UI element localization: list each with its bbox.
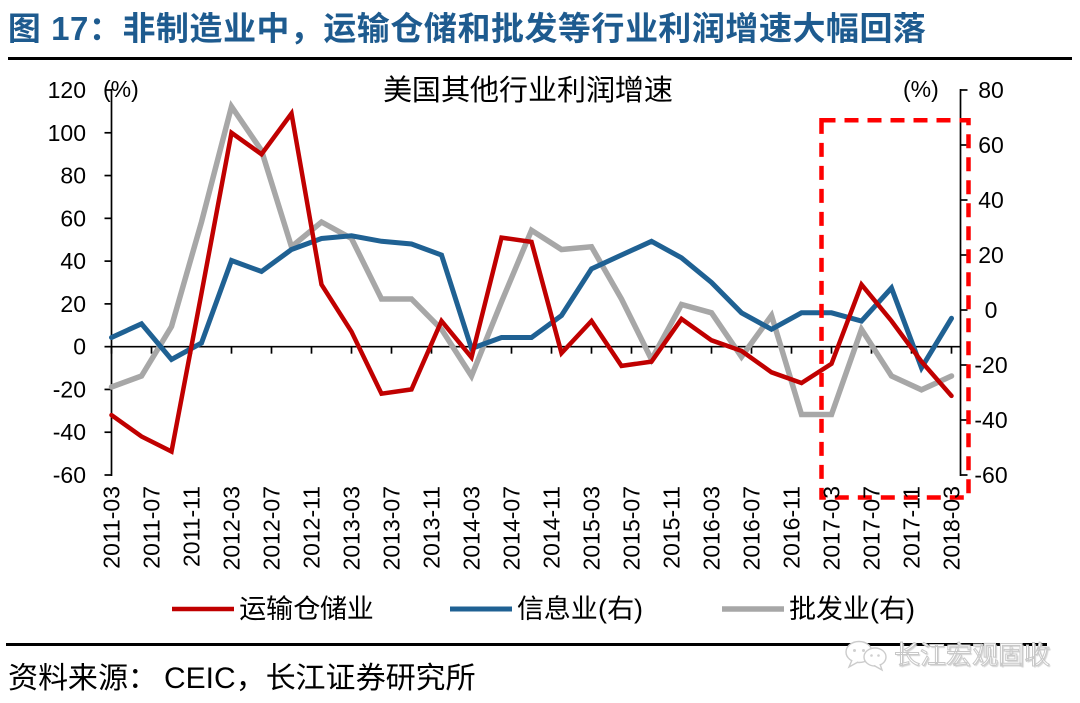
bottom-rule xyxy=(6,643,1047,646)
x-axis-date-label: 2015-07 xyxy=(619,486,645,570)
right-axis-value: 60 xyxy=(978,132,1004,158)
legend-label-information: 信息业(右) xyxy=(517,594,643,624)
legend-label-transport: 运输仓储业 xyxy=(239,594,374,624)
axis-labels: 120 100 80 60 40 20 0 -20 -40 -60 80 60 40 20 0 -20 -40 -… xyxy=(48,77,1008,570)
right-axis-value: -40 xyxy=(974,407,1007,433)
left-axis-value: 120 xyxy=(48,77,86,103)
chat-bubbles-icon xyxy=(844,640,888,677)
right-axis-value: 80 xyxy=(978,77,1004,103)
left-axis-unit: (%) xyxy=(103,76,139,102)
left-axis-value: -40 xyxy=(53,419,86,445)
logo-text: 长江宏观固收 xyxy=(893,640,1050,671)
source-label: 资料来源： xyxy=(8,662,158,695)
right-axis-value: 0 xyxy=(985,297,998,323)
right-axis-value: -20 xyxy=(974,352,1007,378)
highlight-box xyxy=(819,118,971,500)
left-axis-value: 0 xyxy=(73,334,86,360)
x-axis-date-label: 2012-11 xyxy=(299,486,325,569)
x-axis-date-label: 2017-11 xyxy=(899,486,925,569)
left-axis-value: -60 xyxy=(53,462,86,488)
x-axis-date-label: 2013-07 xyxy=(379,486,405,570)
brand-logo: 长江宏观固收 xyxy=(844,638,1051,672)
legend-label-wholesale: 批发业(右) xyxy=(789,594,915,624)
x-axis-date-label: 2016-03 xyxy=(699,486,725,570)
left-axis-value: 60 xyxy=(60,205,86,231)
information-line xyxy=(109,233,954,374)
legend: 运输仓储业 信息业(右) 批发业(右) xyxy=(172,594,915,624)
source-text: CEIC，长江证券研究所 xyxy=(164,662,476,695)
right-axis-value: 20 xyxy=(978,242,1004,268)
left-axis-value: 100 xyxy=(48,120,86,146)
wholesale-line xyxy=(108,99,955,418)
left-axis-value: 80 xyxy=(60,163,86,189)
x-axis-date-label: 2011-07 xyxy=(139,486,165,569)
highlight-annotation xyxy=(819,118,971,500)
chart-title: 美国其他行业利润增速 xyxy=(383,75,673,107)
source-line: 资料来源： CEIC，长江证券研究所 xyxy=(8,661,476,697)
x-axis-date-label: 2016-07 xyxy=(739,486,765,570)
x-axis-date-label: 2016-11 xyxy=(779,486,805,569)
right-axis-value: -60 xyxy=(974,462,1007,488)
left-axis-value: 20 xyxy=(60,291,86,317)
right-axis-value: 40 xyxy=(978,187,1004,213)
title-rule xyxy=(8,57,1072,60)
transport-storage-line xyxy=(109,107,954,455)
left-axis-value: -20 xyxy=(53,376,86,402)
x-axis-date-label: 2011-03 xyxy=(99,486,125,569)
x-axis-date-label: 2017-03 xyxy=(819,486,845,570)
x-axis-date-label: 2015-03 xyxy=(579,486,605,570)
profit-growth-line-chart: 美国其他行业利润增速 (%) (%) 120 100 80 60 40 20 0 -20 -40… xyxy=(48,75,1008,624)
x-axis-date-label: 2017-07 xyxy=(859,486,885,570)
x-axis-date-label: 2015-11 xyxy=(659,486,685,569)
x-axis-date-label: 2014-07 xyxy=(499,486,525,570)
x-axis-date-label: 2012-03 xyxy=(219,486,245,570)
x-axis-date-label: 2013-03 xyxy=(339,486,365,570)
x-axis-date-label: 2014-11 xyxy=(539,486,565,569)
x-axis-date-label: 2012-07 xyxy=(259,486,285,570)
x-axis-date-label: 2011-11 xyxy=(179,486,205,567)
axes xyxy=(104,89,968,476)
right-axis-unit: (%) xyxy=(903,76,939,102)
figure-title: 图 17：非制造业中，运输仓储和批发等行业利润增速大幅回落 xyxy=(8,10,927,47)
x-axis-date-label: 2013-11 xyxy=(419,486,445,569)
series-lines xyxy=(108,99,955,455)
left-axis-value: 40 xyxy=(60,248,86,274)
x-axis-date-label: 2018-03 xyxy=(939,486,965,570)
x-axis-date-label: 2014-03 xyxy=(459,486,485,570)
